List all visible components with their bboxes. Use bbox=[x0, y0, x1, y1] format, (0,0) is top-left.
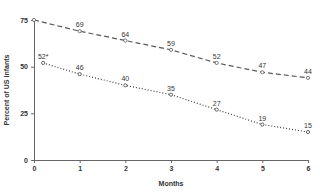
point bbox=[306, 130, 309, 133]
point bbox=[306, 76, 309, 79]
data-label: 69 bbox=[76, 21, 84, 28]
data-label: 52* bbox=[38, 53, 49, 60]
x-tick: 5 bbox=[261, 160, 265, 172]
y-tick-label: 0 bbox=[24, 157, 28, 164]
point bbox=[169, 93, 172, 96]
y-tick: 25 bbox=[20, 110, 34, 117]
x-tick-mark bbox=[80, 160, 81, 163]
x-tick: 2 bbox=[124, 160, 128, 172]
data-label: 46 bbox=[76, 64, 84, 71]
data-labels: 69 64 59 52 47 44 52* 46 40 35 27 19 15 bbox=[38, 21, 312, 129]
point bbox=[215, 108, 218, 111]
data-label: 15 bbox=[304, 122, 312, 129]
point bbox=[261, 123, 264, 126]
y-tick-label: 25 bbox=[20, 110, 28, 117]
x-tick: 0 bbox=[33, 160, 37, 172]
y-tick: 75 bbox=[20, 17, 34, 24]
x-tick-mark bbox=[171, 160, 172, 163]
data-label: 27 bbox=[213, 100, 221, 107]
x-tick-mark bbox=[217, 160, 218, 163]
x-tick-mark bbox=[262, 160, 263, 163]
x-tick: 3 bbox=[170, 160, 174, 172]
point bbox=[78, 30, 81, 33]
point bbox=[215, 61, 218, 64]
x-tick-label: 4 bbox=[215, 165, 219, 172]
y-tick: 0 bbox=[24, 157, 34, 164]
y-tick-label: 75 bbox=[20, 17, 28, 24]
y-tick: 50 bbox=[20, 63, 34, 70]
x-tick-label: 0 bbox=[33, 165, 37, 172]
data-label: 40 bbox=[121, 75, 129, 82]
point bbox=[42, 61, 45, 64]
x-tick-label: 1 bbox=[78, 165, 82, 172]
marks bbox=[32, 18, 309, 133]
point bbox=[261, 71, 264, 74]
data-label: 47 bbox=[258, 62, 266, 69]
y-tick-label: 50 bbox=[20, 63, 28, 70]
x-tick-label: 6 bbox=[307, 165, 311, 172]
point bbox=[169, 48, 172, 51]
y-tick-mark bbox=[31, 67, 34, 68]
x-tick: 1 bbox=[78, 160, 82, 172]
data-label: 64 bbox=[121, 31, 129, 38]
data-label: 59 bbox=[167, 40, 175, 47]
point bbox=[32, 18, 35, 21]
x-tick-mark bbox=[308, 160, 309, 163]
data-label: 19 bbox=[258, 115, 266, 122]
plot: 0 1 2 3 4 5 6 0 25 50 75 69 64 59 52 47 44 52* 46 40 35 27 19 1… bbox=[20, 17, 312, 172]
x-tick-mark bbox=[125, 160, 126, 163]
point bbox=[124, 84, 127, 87]
series-line bbox=[43, 63, 308, 132]
y-axis-title: Percent of US infants bbox=[3, 55, 10, 126]
data-label: 44 bbox=[304, 68, 312, 75]
chart: 0 1 2 3 4 5 6 0 25 50 75 69 64 59 52 47 44 52* 46 40 35 27 19 1… bbox=[0, 0, 320, 192]
x-tick: 6 bbox=[307, 160, 311, 172]
data-label: 52 bbox=[213, 53, 221, 60]
x-axis-line bbox=[35, 161, 309, 164]
point bbox=[78, 73, 81, 76]
x-tick-label: 2 bbox=[124, 165, 128, 172]
x-tick-label: 3 bbox=[170, 165, 174, 172]
series-line bbox=[34, 20, 308, 78]
y-tick-mark bbox=[31, 113, 34, 114]
x-tick: 4 bbox=[215, 160, 219, 172]
x-axis: 0 1 2 3 4 5 6 bbox=[33, 160, 311, 172]
y-tick-mark bbox=[31, 160, 34, 161]
point bbox=[124, 39, 127, 42]
y-axis: 0 25 50 75 bbox=[20, 17, 34, 164]
data-label: 35 bbox=[167, 85, 175, 92]
y-axis-line bbox=[31, 21, 35, 161]
x-tick-label: 5 bbox=[261, 165, 265, 172]
x-axis-title: Months bbox=[159, 180, 184, 187]
